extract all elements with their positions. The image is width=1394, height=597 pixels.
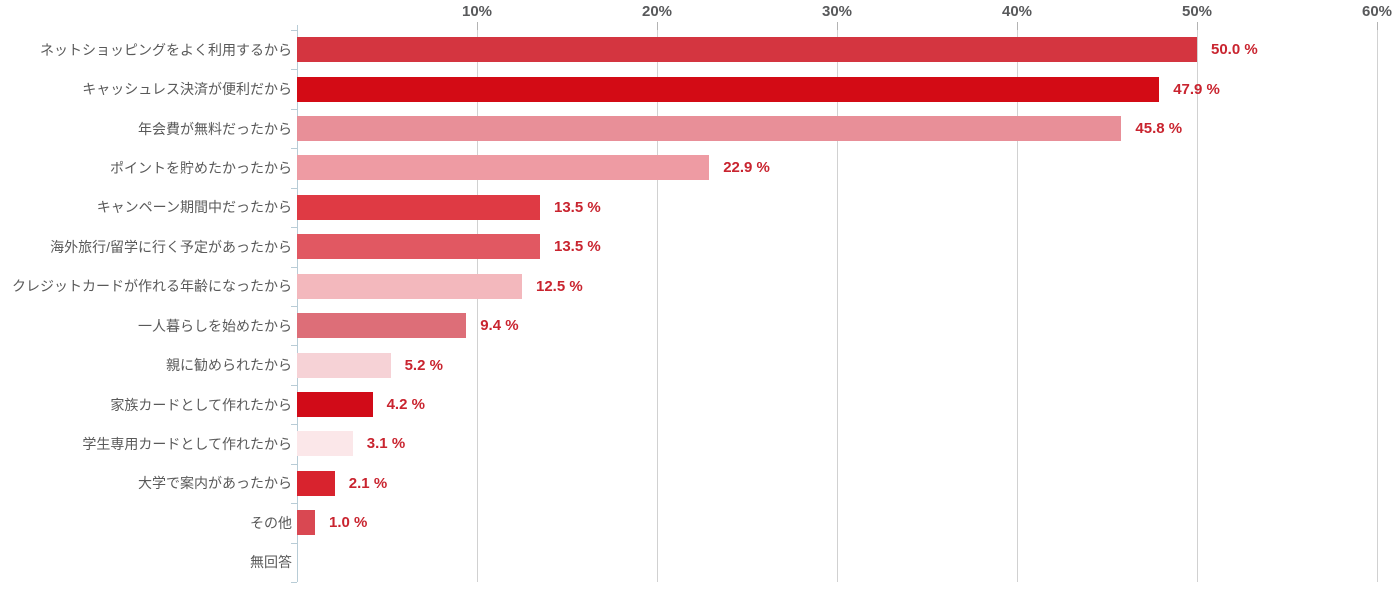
bar <box>297 392 373 417</box>
x-axis-tick-label: 50% <box>1181 3 1213 20</box>
x-axis-tick-label: 40% <box>1001 3 1033 20</box>
gridline <box>1377 30 1378 582</box>
category-label: 年会費が無料だったから <box>138 120 292 137</box>
value-label: 50.0 % <box>1211 41 1258 59</box>
bar-row: 5.2 % <box>297 345 1377 384</box>
x-axis-tick-mark <box>1197 22 1198 30</box>
y-axis-tick-mark <box>291 30 297 31</box>
category-label: 海外旅行/留学に行く予定があったから <box>50 238 292 255</box>
bar-row: 45.8 % <box>297 109 1377 148</box>
bar <box>297 37 1197 63</box>
value-label: 13.5 % <box>554 238 601 256</box>
category-label: 一人暮らしを始めたから <box>138 317 292 334</box>
bar-row: 13.5 % <box>297 227 1377 266</box>
value-label: 1.0 % <box>329 514 368 532</box>
gridline <box>1197 30 1198 582</box>
category-label: キャッシュレス決済が便利だから <box>82 81 292 98</box>
gridline <box>657 30 658 582</box>
bar-row: 9.4 % <box>297 306 1377 345</box>
value-label: 2.1 % <box>348 474 388 492</box>
bar <box>297 273 522 299</box>
gridline <box>477 30 478 582</box>
y-axis-tick-mark <box>291 69 297 71</box>
y-axis-tick-mark <box>291 424 297 426</box>
bar <box>297 76 1160 102</box>
y-axis-line <box>297 25 298 582</box>
bar-row: 50.0 % <box>297 30 1377 69</box>
x-axis-tick-mark <box>657 22 658 30</box>
bar-row: 3.1 % <box>297 424 1377 463</box>
bar <box>297 194 540 220</box>
y-axis-tick-mark <box>291 345 297 347</box>
x-axis-tick-mark <box>837 22 838 30</box>
bar <box>297 431 353 457</box>
x-axis-tick-label: 60% <box>1361 3 1393 20</box>
bar <box>297 155 710 181</box>
x-axis-tick-mark <box>477 22 478 30</box>
x-axis-tick-label: 10% <box>461 3 493 20</box>
bar <box>297 470 335 496</box>
gridline <box>837 30 838 582</box>
category-label: 大学で案内があったから <box>138 475 292 492</box>
category-label: 親に勧められたから <box>166 357 292 374</box>
y-axis-tick-mark <box>291 503 297 505</box>
bar-row: 12.5 % <box>297 267 1377 306</box>
value-label: 13.5 % <box>554 198 601 216</box>
y-axis-tick-mark <box>291 266 297 268</box>
bar-row: 2.1 % <box>297 464 1377 503</box>
bar-row <box>297 542 1377 581</box>
bar-row: 1.0 % <box>297 503 1377 542</box>
y-axis-tick-mark <box>291 384 297 386</box>
bar <box>297 352 391 378</box>
value-label: 3.1 % <box>366 435 406 453</box>
category-label: 家族カードとして作れたから <box>110 396 292 413</box>
y-axis-tick-mark <box>291 306 297 307</box>
bar-row: 4.2 % <box>297 385 1377 424</box>
x-axis-tick-mark <box>1017 22 1018 30</box>
category-label: ネットショッピングをよく利用するから <box>40 41 292 58</box>
value-label: 12.5 % <box>536 277 583 295</box>
bar <box>297 116 1122 142</box>
bar-row: 13.5 % <box>297 188 1377 227</box>
bar <box>297 510 315 536</box>
value-label: 4.2 % <box>386 396 425 413</box>
y-axis-tick-mark <box>291 108 297 110</box>
y-axis-tick-mark <box>291 227 297 229</box>
category-label: クレジットカードが作れる年齢になったから <box>12 278 292 295</box>
y-axis-tick-mark <box>291 187 297 189</box>
category-label: ポイントを貯めたかったから <box>110 159 292 176</box>
plot-area: 50.0 % 47.9 % 45.8 % 22.9 % 13.5 % 13.5 % 12.5… <box>297 30 1377 582</box>
x-axis-tick-label: 30% <box>821 3 853 20</box>
category-label: キャンペーン期間中だったから <box>96 199 292 216</box>
value-label: 22.9 % <box>723 159 770 177</box>
y-axis-tick-mark <box>291 148 297 150</box>
value-label: 47.9 % <box>1173 80 1220 98</box>
bar-row: 47.9 % <box>297 69 1377 108</box>
bar <box>297 234 540 260</box>
value-label: 9.4 % <box>480 317 519 335</box>
y-axis-tick-mark <box>291 463 297 465</box>
x-axis-tick-mark <box>1377 22 1378 30</box>
bar-row: 22.9 % <box>297 148 1377 187</box>
value-label: 5.2 % <box>404 356 443 374</box>
category-label: 学生専用カードとして作れたから <box>82 435 292 452</box>
value-label: 45.8 % <box>1135 120 1183 138</box>
gridline <box>1017 30 1018 582</box>
y-axis-tick-mark <box>291 542 297 544</box>
category-label: その他 <box>250 514 292 531</box>
bar <box>297 313 467 339</box>
x-axis-tick-label: 20% <box>641 3 673 20</box>
category-label: 無回答 <box>250 554 292 571</box>
category-labels: ネットショッピングをよく利用するからキャッシュレス決済が便利だから年会費が無料だ… <box>0 30 292 582</box>
y-axis-tick-mark <box>291 582 297 583</box>
